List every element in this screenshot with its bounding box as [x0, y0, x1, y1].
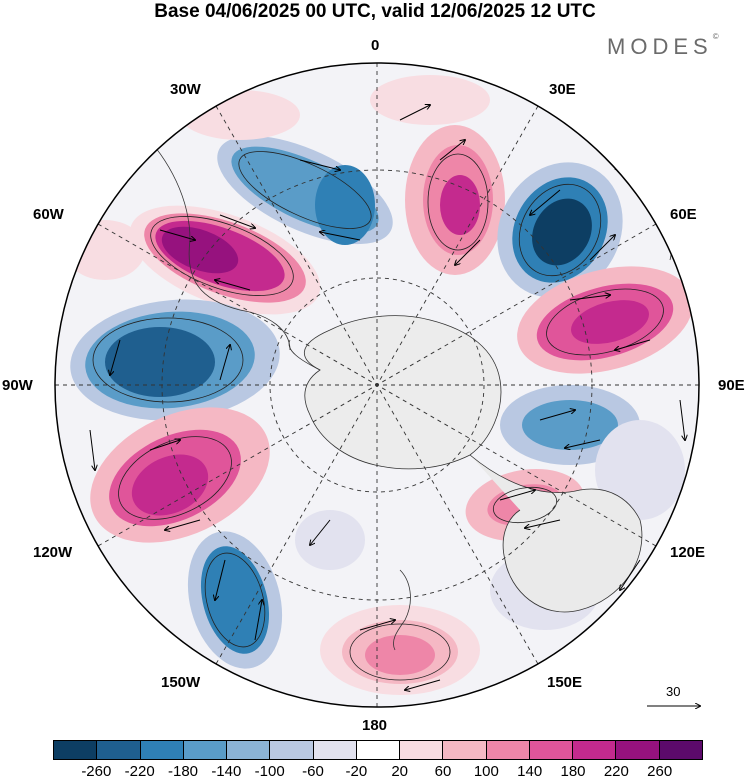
lon-label-150w: 150W — [161, 674, 201, 691]
map-border — [54, 62, 700, 708]
colorbar-cell — [486, 741, 530, 759]
colorbar-tick-label: 140 — [517, 763, 543, 780]
colorbar-cell — [400, 741, 444, 759]
brand-registered-mark: © — [712, 32, 719, 41]
lon-label-180: 180 — [362, 717, 388, 734]
map-title: Base 04/06/2025 00 UTC, valid 12/06/2025… — [154, 1, 596, 22]
coastlines — [139, 109, 673, 651]
lon-label-150e: 150E — [547, 674, 583, 691]
colorbar-tick-label: -100 — [254, 763, 285, 780]
lon-label-90e: 90E — [718, 377, 745, 394]
colorbar-tick-label: 60 — [434, 763, 452, 780]
lon-label-90w: 90W — [2, 377, 33, 394]
colorbar-ticks: -260 -220 -180 -140 -100 -60 -20 20 60 100 140 180 2… — [0, 763, 750, 783]
lon-label-60e: 60E — [670, 206, 697, 223]
colorbar-cell — [140, 741, 184, 759]
map-disk — [55, 63, 699, 707]
colorbar-tick-label: 260 — [647, 763, 673, 780]
colorbar-tick-label: 180 — [560, 763, 586, 780]
lon-label-60w: 60W — [33, 206, 64, 223]
colorbar-cell — [443, 741, 487, 759]
colorbar-cell — [529, 741, 574, 759]
colorbar-cell — [270, 741, 314, 759]
reference-vector-label: 30 — [666, 684, 681, 699]
colorbar — [53, 740, 703, 760]
lon-label-30e: 30E — [549, 81, 576, 98]
colorbar-cell — [356, 741, 401, 759]
graticule — [55, 63, 699, 707]
brand-name: MODES — [607, 34, 713, 59]
colorbar-tick-label: -180 — [167, 763, 199, 780]
brand-logo: MODES© — [607, 32, 719, 60]
lon-label-30w: 30W — [170, 81, 201, 98]
lon-label-120e: 120E — [670, 544, 706, 561]
colorbar-cell — [97, 741, 141, 759]
colorbar-cell — [659, 741, 702, 759]
colorbar-tick-label: 100 — [473, 763, 499, 780]
colorbar-tick-label: -140 — [211, 763, 242, 780]
colorbar-tick-label: 20 — [391, 763, 408, 780]
colorbar-cell — [573, 741, 617, 759]
contour-lines — [92, 151, 664, 681]
colorbar-cell — [54, 741, 98, 759]
colorbar-cell — [313, 741, 357, 759]
colorbar-tick-label: -260 — [81, 763, 112, 780]
colorbar-tick-label: -20 — [345, 763, 368, 780]
lon-label-120w: 120W — [33, 544, 73, 561]
colorbar-tick-label: -220 — [124, 763, 155, 780]
colorbar-cell — [183, 741, 228, 759]
lon-label-0: 0 — [371, 37, 380, 54]
polar-map — [54, 62, 750, 740]
colorbar-tick-label: 220 — [603, 763, 629, 780]
colorbar-cell — [227, 741, 271, 759]
colorbar-tick-label: -60 — [302, 763, 324, 780]
colorbar-cell — [616, 741, 660, 759]
